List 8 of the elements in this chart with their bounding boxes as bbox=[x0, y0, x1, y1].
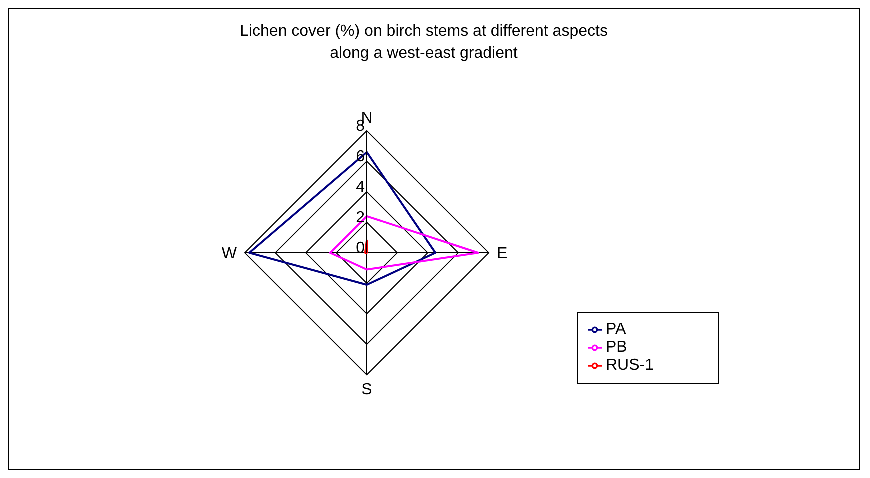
spoke-label: S bbox=[362, 381, 372, 398]
legend-label: RUS-1 bbox=[606, 357, 654, 374]
y-tick-label: 4 bbox=[356, 179, 366, 196]
legend-label: PB bbox=[606, 339, 628, 356]
spoke-label: E bbox=[497, 246, 508, 263]
spoke-label: W bbox=[222, 246, 238, 263]
chart-title: Lichen cover (%) on birch stems at different aspects along a west-east gradient bbox=[239, 22, 609, 64]
legend-label: PA bbox=[606, 321, 626, 338]
